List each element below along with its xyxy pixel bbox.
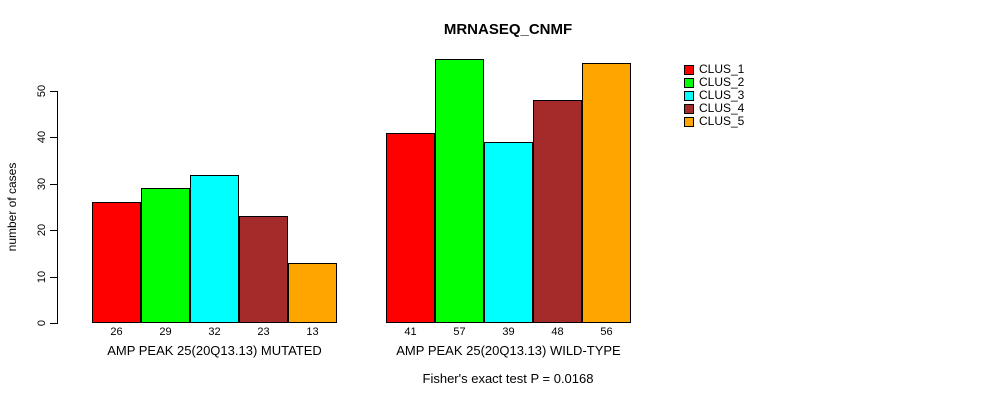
bar-value-label: 23 (257, 326, 270, 338)
bar-clus_2-group1 (141, 188, 190, 323)
x-group-label: AMP PEAK 25(20Q13.13) MUTATED (107, 343, 322, 358)
bar-value-label: 41 (404, 326, 417, 338)
bar-clus_5-group2 (582, 63, 631, 323)
y-axis-tick (50, 91, 57, 92)
legend-label: CLUS_5 (699, 114, 745, 128)
bar-value-label: 48 (551, 326, 564, 338)
legend-swatch-icon (684, 116, 694, 127)
y-axis-tick-label: 10 (36, 270, 48, 283)
bar-value-label: 13 (306, 326, 319, 338)
bar-clus_1-group1 (92, 202, 141, 323)
legend: CLUS_1 CLUS_2 CLUS_3 CLUS_4 CLUS_5 (684, 63, 744, 128)
y-axis-tick-label: 0 (36, 319, 48, 327)
y-axis-label: number of cases (5, 162, 19, 252)
y-axis-line (57, 91, 58, 324)
y-axis-tick (50, 183, 57, 185)
bar-value-label: 26 (110, 326, 123, 338)
legend-swatch-icon (684, 90, 694, 101)
y-axis-tick-label: 30 (36, 177, 48, 190)
bar-clus_4-group1 (239, 216, 288, 323)
bar-clus_3-group2 (484, 142, 533, 323)
bar-clus_3-group1 (190, 174, 239, 323)
y-axis-tick-label: 40 (36, 131, 48, 144)
bar-value-label: 29 (159, 326, 172, 338)
bar-clus_5-group1 (288, 262, 337, 323)
legend-item-clus_1: CLUS_1 (684, 63, 744, 76)
y-axis-tick (50, 137, 57, 139)
legend-swatch-icon (684, 77, 694, 88)
bar-value-label: 39 (502, 326, 515, 338)
chart-title: MRNASEQ_CNMF (443, 21, 573, 38)
bar-clus_2-group2 (435, 58, 484, 323)
legend-item-clus_4: CLUS_4 (684, 102, 744, 115)
annotation-text: Fisher's exact test P = 0.0168 (422, 371, 594, 386)
legend-label: CLUS_4 (699, 101, 745, 115)
legend-swatch-icon (684, 103, 694, 114)
bar-clus_1-group2 (386, 132, 435, 323)
legend-item-clus_5: CLUS_5 (684, 115, 744, 128)
y-axis-tick-label: 20 (36, 224, 48, 237)
legend-swatch-icon (684, 64, 694, 75)
y-axis-tick (50, 230, 57, 232)
y-axis-tick (50, 323, 57, 324)
y-axis-tick-label: 50 (36, 84, 48, 98)
bar-value-label: 57 (453, 326, 466, 338)
legend-item-clus_2: CLUS_2 (684, 76, 744, 89)
legend-label: CLUS_1 (699, 62, 745, 76)
bar-clus_4-group2 (533, 100, 582, 323)
legend-label: CLUS_3 (699, 88, 745, 102)
bar-value-label: 56 (600, 326, 613, 338)
x-group-label: AMP PEAK 25(20Q13.13) WILD-TYPE (396, 343, 621, 358)
legend-label: CLUS_2 (699, 75, 745, 89)
bar-value-label: 32 (208, 326, 221, 338)
legend-item-clus_3: CLUS_3 (684, 89, 744, 102)
y-axis-tick (50, 276, 57, 278)
